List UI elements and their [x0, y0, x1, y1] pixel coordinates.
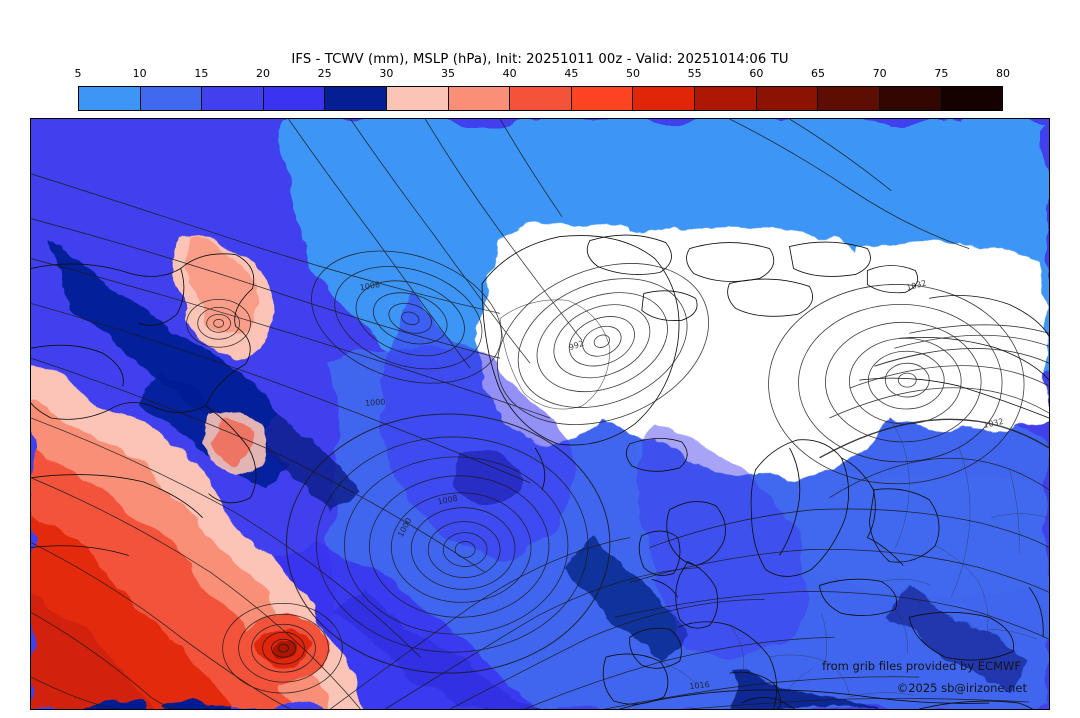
colorbar-tick-5: 5 [74, 67, 82, 80]
svg-text:1008: 1008 [359, 280, 381, 292]
mslp-high-siberia [819, 324, 1049, 499]
svg-text:992: 992 [568, 339, 585, 352]
colorbar-segment-10-15 [140, 87, 203, 110]
colorbar-tick-25: 25 [317, 67, 332, 80]
colorbar-tick-10: 10 [132, 67, 147, 80]
colorbar-segment-25-30 [325, 87, 387, 110]
colorbar-segment-60-65 [756, 87, 819, 110]
colorbar-segment-20-25 [263, 87, 326, 110]
colorbar-segment-70-75 [879, 87, 942, 110]
colorbar-segment-75-80 [941, 87, 1002, 110]
colorbar-segment-40-45 [510, 87, 572, 110]
colorbar-tick-15: 15 [194, 67, 209, 80]
mslp-low-hudson [311, 250, 502, 384]
country-borders [659, 417, 1049, 709]
map-panel[interactable]: 1008 1000 1008 1000 992 1032 1032 1016 [30, 118, 1050, 710]
colorbar-tick-40: 40 [502, 67, 517, 80]
colorbar-tick-75: 75 [934, 67, 949, 80]
colorbar-tick-50: 50 [626, 67, 640, 80]
colorbar-tick-80: 80 [996, 67, 1010, 80]
colorbar-tick-60: 60 [749, 67, 764, 80]
colorbar-gradient [78, 86, 1003, 111]
mslp-synoptic-contours [31, 119, 1049, 709]
colorbar-segment-15-20 [202, 87, 264, 110]
colorbar-tick-35: 35 [441, 67, 455, 80]
colorbar-tick-20: 20 [256, 67, 270, 80]
colorbar-tick-45: 45 [564, 67, 579, 80]
colorbar-tick-65: 65 [811, 67, 825, 80]
colorbar-segment-5-10 [79, 87, 141, 110]
colorbar-segment-55-60 [694, 87, 757, 110]
svg-text:1008: 1008 [437, 494, 459, 507]
coastlines [31, 234, 1049, 709]
colorbar-segment-45-50 [571, 87, 634, 110]
colorbar-segment-30-35 [386, 87, 449, 110]
tcwv-dry-speckles [85, 699, 231, 709]
colorbar: 5 10 15 20 25 30 35 40 45 50 55 60 65 70 75 80 [75, 67, 1010, 111]
colorbar-segment-35-40 [448, 87, 511, 110]
mslp-low-eastern-europe [768, 284, 1025, 485]
svg-text:1016: 1016 [689, 680, 710, 691]
mslp-low-atlantic [285, 413, 611, 674]
colorbar-tick-55: 55 [687, 67, 702, 80]
colorbar-tick-30: 30 [379, 67, 394, 80]
svg-text:1000: 1000 [365, 397, 386, 408]
page-title: IFS - TCWV (mm), MSLP (hPa), Init: 20251… [291, 52, 789, 67]
mslp-low-baffin [497, 263, 709, 425]
svg-text:1032: 1032 [983, 417, 1005, 430]
mslp-low-labrador [186, 298, 251, 348]
tcwv-filled-field [31, 119, 1049, 709]
colorbar-segment-65-70 [818, 87, 880, 110]
colorbar-segment-50-55 [633, 87, 695, 110]
colorbar-tick-70: 70 [872, 67, 887, 80]
colorbar-tick-labels: 5 10 15 20 25 30 35 40 45 50 55 60 65 70 75 80 [74, 67, 1011, 83]
mslp-low-vortex [222, 602, 343, 694]
map-canvas: 1008 1000 1008 1000 992 1032 1032 1016 [31, 119, 1049, 709]
dry-arctic-regions [479, 223, 1049, 477]
